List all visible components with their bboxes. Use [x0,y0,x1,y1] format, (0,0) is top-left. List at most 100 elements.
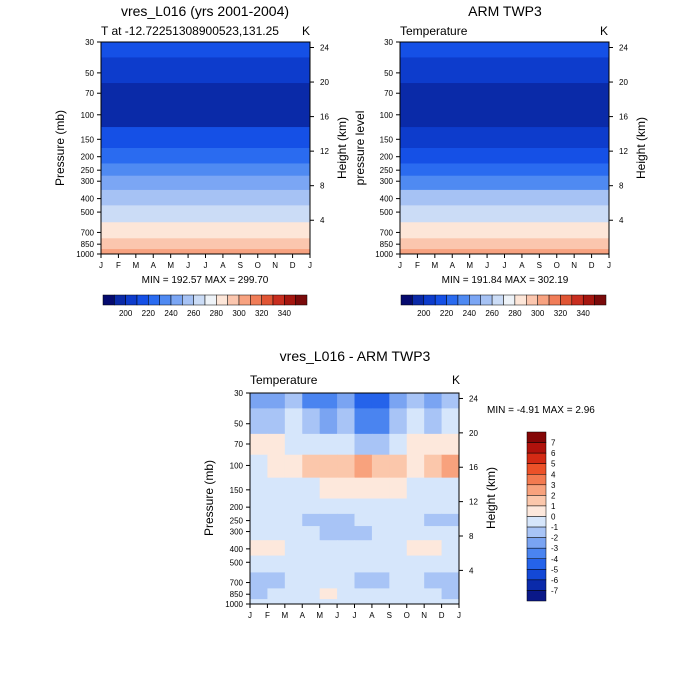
difference-cell [302,408,321,435]
colorbar-label: 240 [164,309,178,318]
temperature-band [101,148,310,164]
difference-cell [406,513,425,527]
colorbar-swatch [182,294,194,306]
x-tick-label: A [300,611,306,620]
y-tick-label: 70 [384,89,393,98]
x-tick-label: M [431,261,438,270]
colorbar-label: -4 [551,555,559,564]
panel-1-colorbar: 200 220 240 260 280 300 320 340 [102,294,308,318]
colorbar-label: 240 [463,309,477,318]
difference-cell [371,393,390,409]
colorbar-swatch [227,294,240,306]
difference-cell [424,555,443,573]
colorbar-label: 280 [508,309,522,318]
colorbar-swatch [136,294,149,306]
height-tick-label: 8 [619,182,624,191]
difference-cell [406,526,425,541]
difference-cell [284,393,303,409]
difference-cell [371,588,390,600]
y-tick-label: 700 [230,579,244,588]
difference-cell [354,498,373,515]
colorbar-swatch [526,547,547,559]
y-tick-label: 200 [81,153,95,162]
colorbar-label: 260 [187,309,201,318]
colorbar-label: 280 [210,309,224,318]
difference-cell [267,526,286,541]
difference-cell [424,599,443,605]
y-tick-label: 100 [81,111,95,120]
difference-cell [354,599,373,605]
difference-cell [441,454,460,479]
temperature-band [101,42,310,58]
panel-1-subtitle-units: K [302,24,310,38]
colorbar-swatch [526,526,547,538]
y-tick-label: 30 [384,38,393,47]
difference-cell [250,599,268,605]
difference-cell [389,526,408,541]
colorbar-swatch [526,579,547,591]
y-tick-label: 400 [81,195,95,204]
y-tick-label: 500 [230,558,244,567]
x-tick-label: J [186,261,190,270]
panel-3-title: vres_L016 - ARM TWP3 [280,348,431,364]
temperature-band [101,222,310,239]
difference-cell [250,572,268,589]
difference-cell [250,588,268,600]
difference-cell [441,408,460,435]
difference-cell [250,555,268,573]
y-tick-label: 850 [81,240,95,249]
difference-cell [354,433,373,456]
temperature-band [400,249,609,255]
difference-cell [319,599,338,605]
y-tick-label: 200 [230,503,244,512]
difference-cell [406,393,425,409]
colorbar-swatch [295,294,308,306]
y-tick-label: 500 [380,208,394,217]
difference-cell [319,588,338,600]
panel-2-ylabel: pressure level [353,111,367,186]
difference-cell [354,454,373,479]
difference-cell [389,498,408,515]
colorbar-label: -7 [551,586,559,595]
colorbar-label: -6 [551,576,559,585]
height-tick-label: 16 [320,113,329,122]
temperature-band [400,175,609,191]
difference-cell [424,498,443,515]
height-tick-label: 24 [320,43,329,52]
height-tick-label: 20 [320,78,329,87]
height-tick-label: 8 [320,182,325,191]
difference-cell [302,540,321,557]
difference-cell [441,599,460,605]
difference-cell [424,408,443,435]
colorbar-label: 220 [142,309,156,318]
difference-cell [302,513,321,527]
panel-3-ylabel-right: Height (km) [484,467,498,529]
y-tick-label: 100 [230,461,244,470]
difference-cell [406,408,425,435]
x-tick-label: M [466,261,473,270]
colorbar-swatch [170,294,183,306]
difference-cell [371,599,390,605]
temperature-band [400,42,609,58]
difference-cell [406,433,425,456]
colorbar-label: 320 [554,309,568,318]
difference-cell [389,513,408,527]
colorbar-swatch [503,294,516,306]
difference-cell [441,498,460,515]
y-tick-label: 1000 [76,250,94,259]
x-tick-label: J [353,611,357,620]
x-tick-label: A [450,261,456,270]
y-tick-label: 400 [230,545,244,554]
colorbar-swatch [526,474,547,486]
difference-cell [354,540,373,557]
difference-cell [250,454,268,479]
x-tick-label: D [589,261,595,270]
difference-cell [441,433,460,456]
difference-cell [319,513,338,527]
colorbar-label: 4 [551,470,556,479]
difference-cell [389,540,408,557]
difference-cell [337,477,355,499]
y-tick-label: 50 [234,420,243,429]
colorbar-label: 300 [531,309,545,318]
difference-cell [250,477,268,499]
